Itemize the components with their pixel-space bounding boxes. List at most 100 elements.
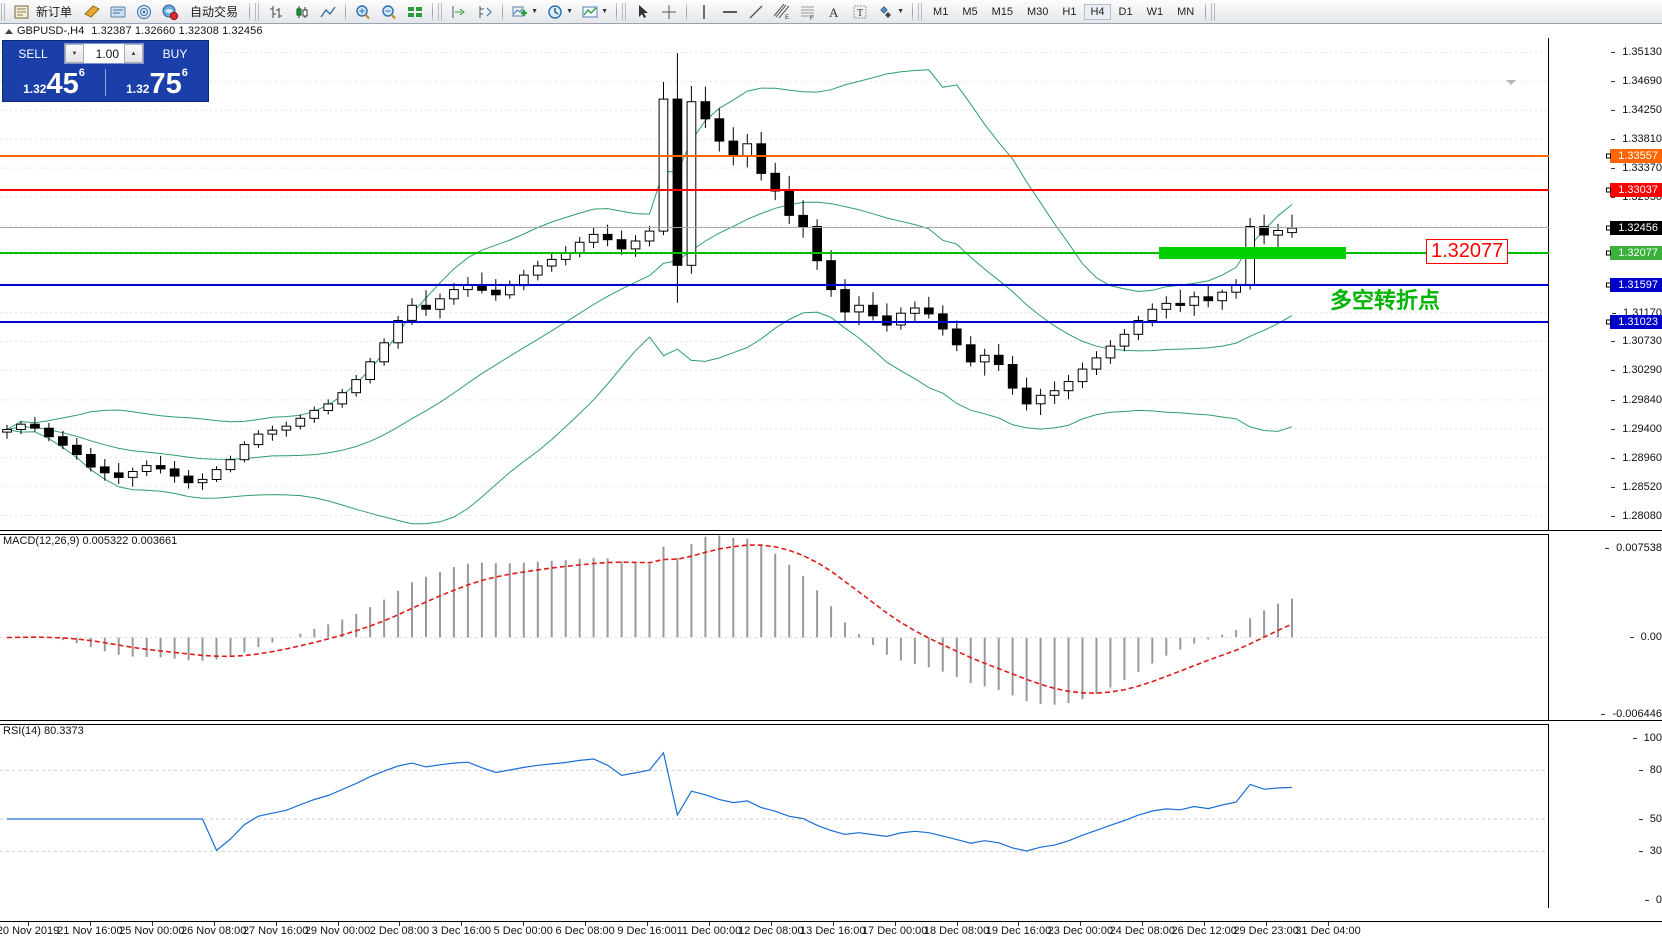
macd-plot-area[interactable] [0, 534, 1549, 720]
macd-tick: -0.006446 [1601, 708, 1662, 720]
templates-button[interactable]: ▼ [577, 1, 612, 22]
line-chart-button[interactable] [315, 1, 341, 22]
equidistant-channel-button[interactable]: E [769, 1, 795, 22]
main-price-pane[interactable]: 1.35130 1.34690 1.34250 1.33810 1.33370 1.329… [0, 38, 1662, 530]
horizontal-line-1-31597[interactable] [0, 283, 1549, 286]
buy-button[interactable]: BUY [162, 46, 188, 61]
volume-increment-icon[interactable]: ▲ [124, 44, 143, 63]
toolbar-grip-4[interactable] [622, 2, 628, 21]
timeframe-m30[interactable]: M30 [1027, 5, 1049, 18]
timeframe-group: M1 M5 M15 M30 H1 H4 D1 W1 MN [926, 3, 1201, 20]
text-button[interactable]: A [821, 1, 847, 22]
zoom-out-button[interactable] [376, 1, 402, 22]
rsi-tick: 50 [1638, 813, 1662, 825]
horizontal-line-button[interactable] [717, 1, 743, 22]
price-axis[interactable]: 1.35130 1.34690 1.34250 1.33810 1.33370 1.329… [1548, 38, 1662, 530]
time-tick-mark [708, 922, 710, 926]
green-highlight-box[interactable] [1159, 246, 1346, 259]
text-icon: A [829, 5, 839, 20]
timeframe-w1[interactable]: W1 [1146, 5, 1164, 18]
collapse-triangle-icon[interactable] [5, 28, 13, 34]
fibonacci-button[interactable]: F [795, 1, 821, 22]
volume-value[interactable]: 1.00 [95, 46, 119, 61]
auto-scroll-button[interactable] [402, 1, 428, 22]
autotrading-button[interactable]: 自动交易 [183, 1, 245, 22]
toolbar-grip[interactable] [1, 2, 6, 21]
pane-separator-2[interactable] [0, 720, 1662, 725]
time-axis[interactable]: 20 Nov 2019 21 Nov 16:00 25 Nov 00:00 26 No… [0, 921, 1662, 944]
price-tag-green-line[interactable]: 1.32077 [1610, 245, 1662, 260]
candlestick-chart-button[interactable] [289, 1, 315, 22]
trendline-button[interactable] [743, 1, 769, 22]
price-tag-last-price[interactable]: 1.32456 [1610, 221, 1662, 236]
chart-container[interactable]: 1.35130 1.34690 1.34250 1.33810 1.33370 1.32 9… [0, 38, 1662, 944]
toolbar-grip-3[interactable] [438, 2, 444, 21]
chart-shift-button[interactable] [446, 1, 472, 22]
terminal-button[interactable] [105, 1, 131, 22]
zoom-out-icon [382, 4, 396, 19]
timeframe-mn[interactable]: MN [1177, 5, 1195, 18]
timeframe-m15[interactable]: M15 [991, 5, 1013, 18]
svg-text:F: F [810, 16, 814, 21]
chevron-down-icon-2[interactable]: ▼ [566, 8, 573, 15]
chart-autoscroll-button[interactable] [472, 1, 498, 22]
new-order-button[interactable]: 新订单 [9, 1, 79, 22]
market-watch-button[interactable] [131, 1, 157, 22]
rsi-plot-area[interactable] [0, 724, 1549, 908]
pane-separator-1[interactable] [0, 530, 1662, 535]
buy-price-display[interactable]: 1.32 75 6 [106, 66, 208, 99]
price-tag-red-line[interactable]: 1.33037 [1610, 182, 1662, 197]
price-tag-blue-line[interactable]: 1.31597 [1610, 277, 1662, 292]
periods-button[interactable]: ▼ [542, 1, 577, 22]
equidistant-channel-icon: E [773, 3, 790, 21]
chinese-annotation-label[interactable]: 多空转折点 [1330, 287, 1441, 313]
expert-advisor-button[interactable] [79, 1, 105, 22]
horizontal-line-1-32077[interactable] [0, 251, 1549, 254]
timeframe-h4[interactable]: H4 [1084, 3, 1111, 20]
market-watch-icon [137, 4, 152, 19]
sell-price-display[interactable]: 1.32 45 6 [3, 66, 105, 99]
timeframe-h1[interactable]: H1 [1062, 5, 1077, 18]
sell-button[interactable]: SELL [18, 46, 48, 61]
toolbar-grip-6[interactable] [1211, 2, 1217, 21]
chevron-down-icon-3[interactable]: ▼ [601, 8, 608, 15]
text-label-button[interactable]: T [847, 1, 873, 22]
price-tick: 1.30290 [1611, 364, 1662, 376]
one-click-trading-panel[interactable]: SELL ▼ 1.00 ▲ BUY 1.32 45 6 1.32 75 6 [2, 40, 209, 102]
macd-label: MACD(12,26,9) 0.005322 0.003661 [3, 535, 181, 547]
volume-decrement-icon[interactable]: ▼ [65, 44, 84, 63]
svg-text:E: E [785, 15, 789, 21]
time-tick-label: 29 Nov 00:00 [304, 925, 371, 937]
horizontal-line-1-31023[interactable] [0, 321, 1549, 324]
toolbar-grip-2[interactable] [255, 2, 261, 21]
time-tick-mark [151, 922, 153, 926]
time-tick-mark [585, 922, 587, 926]
price-annotation-label[interactable]: 1.32077 [1426, 238, 1509, 264]
indicators-button[interactable]: ▼ [507, 1, 542, 22]
price-tag-orange-line[interactable]: 1.33557 [1610, 148, 1662, 163]
toolbar-grip-5[interactable] [918, 2, 924, 21]
horizontal-line-1-33037[interactable] [0, 188, 1549, 191]
price-tag-blue-line[interactable]: 1.31023 [1610, 315, 1662, 330]
navigator-button[interactable] [157, 1, 183, 22]
horizontal-line-1-32456[interactable] [0, 227, 1549, 229]
main-plot-area[interactable] [0, 38, 1549, 530]
vertical-line-button[interactable] [691, 1, 717, 22]
fibonacci-icon: F [801, 6, 815, 21]
zoom-in-button[interactable] [350, 1, 376, 22]
chevron-down-icon[interactable]: ▼ [531, 8, 538, 15]
rsi-pane[interactable]: RSI(14) 80.3373 100 80 50 30 0 [0, 724, 1662, 908]
bar-chart-button[interactable] [263, 1, 289, 22]
horizontal-line-1-33557[interactable] [0, 154, 1549, 157]
oct-top-row: SELL ▼ 1.00 ▲ BUY [3, 41, 208, 66]
crosshair-button[interactable] [656, 1, 682, 22]
timeframe-d1[interactable]: D1 [1118, 5, 1133, 18]
shapes-button[interactable]: ▼ [873, 1, 908, 22]
volume-stepper[interactable]: ▼ 1.00 ▲ [64, 43, 144, 64]
timeframe-m5[interactable]: M5 [962, 5, 978, 18]
macd-pane[interactable]: MACD(12,26,9) 0.005322 0.003661 0.007538… [0, 534, 1662, 720]
cursor-button[interactable] [630, 1, 656, 22]
svg-text:A: A [829, 5, 839, 20]
timeframe-m1[interactable]: M1 [933, 5, 949, 18]
chevron-down-icon-4[interactable]: ▼ [897, 8, 904, 15]
